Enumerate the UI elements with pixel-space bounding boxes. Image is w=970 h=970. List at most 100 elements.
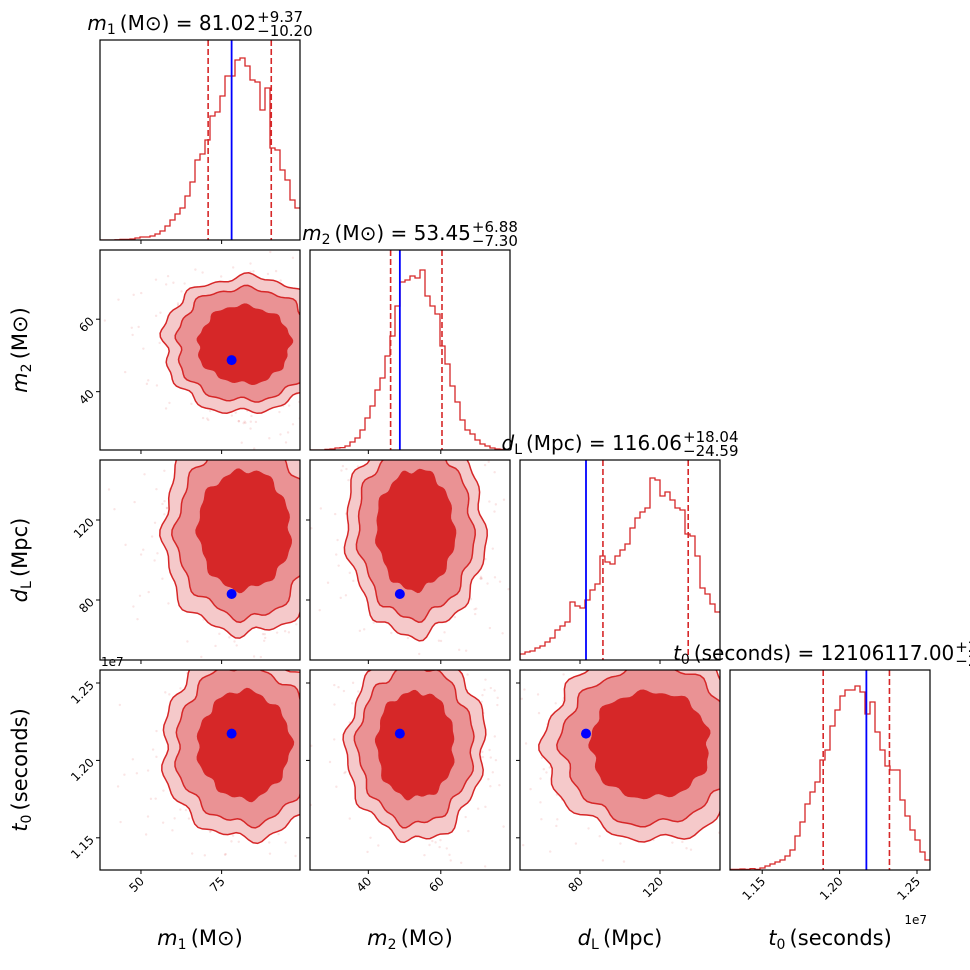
sample-point: [524, 742, 528, 745]
sample-point: [336, 538, 339, 542]
sample-point: [390, 631, 393, 635]
sample-point: [298, 453, 300, 455]
panel-frame: [99, 249, 301, 451]
sample-point: [296, 400, 298, 402]
sample-point: [451, 651, 453, 653]
sample-point: [376, 661, 378, 663]
sample-point: [327, 342, 329, 344]
sample-point: [132, 605, 135, 608]
sample-point: [326, 581, 330, 584]
sample-point: [321, 309, 323, 311]
sample-point: [194, 268, 197, 271]
sample-point: [406, 422, 408, 424]
sample-point: [302, 347, 304, 349]
sample-point: [168, 693, 171, 696]
sample-point: [325, 334, 327, 336]
sample-point: [313, 809, 315, 811]
panel-content: [520, 618, 753, 863]
sample-point: [254, 427, 256, 429]
sample-point: [340, 671, 342, 673]
contour-inner: [374, 689, 455, 801]
label-unit: (Mpc): [598, 926, 663, 950]
sample-point: [339, 596, 342, 600]
sample-point: [284, 409, 286, 411]
sample-point: [217, 453, 219, 455]
sample-point: [480, 577, 484, 580]
sample-point: [206, 417, 209, 420]
sample-point: [343, 319, 345, 321]
sample-point: [342, 689, 346, 693]
sample-point: [521, 843, 525, 847]
sample-point: [352, 579, 355, 583]
sample-point: [540, 717, 542, 719]
title-errors: +21−21: [955, 640, 970, 669]
sample-point: [263, 632, 266, 636]
sample-point: [312, 709, 314, 711]
sample-point: [605, 654, 607, 656]
sample-point: [326, 754, 328, 756]
panel-m1-vs-dL: 80 120: [71, 349, 342, 673]
sample-point: [733, 770, 735, 772]
sample-point: [411, 451, 413, 453]
sample-point: [249, 270, 252, 274]
panel-dL-vs-t0: 80 120: [516, 618, 753, 900]
sample-point: [151, 349, 153, 351]
sample-point: [681, 840, 684, 844]
sample-point: [283, 630, 287, 633]
sample-point: [331, 469, 333, 471]
sample-point: [302, 813, 304, 815]
sample-point: [340, 469, 343, 472]
panel-m2-vs-t0: 40 60: [306, 651, 542, 895]
sample-point: [348, 571, 351, 575]
sample-point: [473, 608, 476, 611]
sample-point: [210, 447, 212, 449]
panel-content: [310, 366, 510, 656]
sample-point: [428, 843, 431, 847]
sample-point: [352, 311, 354, 313]
sample-point: [186, 451, 188, 453]
sample-point: [493, 576, 497, 579]
sample-point: [276, 654, 278, 656]
sample-point: [307, 430, 309, 432]
sample-point: [493, 689, 496, 692]
sample-point: [618, 641, 620, 643]
sample-point: [326, 401, 328, 403]
sample-point: [319, 601, 321, 603]
sample-point: [290, 452, 292, 454]
panel-content: [310, 651, 542, 868]
sample-point: [207, 632, 209, 634]
sample-point: [336, 681, 338, 683]
sample-point: [315, 327, 317, 329]
panel-content: [100, 40, 300, 240]
sample-point: [318, 697, 320, 699]
sample-point: [488, 626, 492, 630]
panel-content: [103, 250, 370, 450]
sample-point: [695, 618, 697, 620]
sample-point: [320, 284, 322, 286]
sample-point: [507, 587, 510, 591]
panel-frame: [99, 459, 301, 661]
sample-point: [751, 755, 753, 757]
sample-point: [344, 766, 346, 768]
histogram-steps: [520, 477, 720, 660]
sample-point: [186, 640, 189, 643]
sample-point: [231, 834, 235, 837]
sample-point: [190, 897, 192, 899]
contour-inner: [196, 687, 295, 803]
sample-point: [498, 580, 502, 583]
sample-point: [484, 557, 487, 561]
sample-point: [303, 742, 305, 744]
sample-point: [426, 366, 428, 368]
sample-point: [310, 744, 313, 748]
sample-point: [571, 654, 573, 656]
sample-point: [237, 840, 240, 843]
sample-point: [486, 582, 489, 585]
sample-point: [333, 738, 336, 741]
sample-point: [368, 323, 370, 325]
sample-point: [472, 664, 474, 666]
sample-point: [287, 631, 291, 634]
sample-point: [393, 409, 395, 411]
sample-point: [233, 435, 235, 437]
y-tick-label: 120: [71, 515, 97, 541]
label-unit: (seconds): [8, 708, 32, 815]
